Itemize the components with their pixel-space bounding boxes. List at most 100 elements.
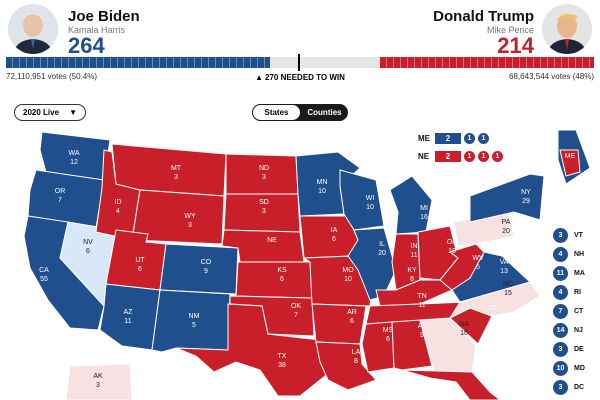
state-az[interactable] — [99, 283, 161, 351]
small-state-dc[interactable]: 3 DC — [553, 380, 585, 395]
toggle-states[interactable]: States — [252, 104, 301, 121]
small-state-ma[interactable]: 11 MA — [553, 266, 585, 281]
state-ar[interactable] — [311, 303, 367, 345]
nebraska-district-2[interactable]: 1 — [478, 151, 489, 162]
view-toggle[interactable]: States Counties — [252, 104, 348, 121]
label-tn: TN 11 — [417, 293, 426, 309]
label-mt: MT 3 — [171, 165, 182, 181]
state-la[interactable] — [315, 341, 377, 391]
label-me: ME — [565, 153, 576, 160]
label-tx: TX 38 — [278, 353, 287, 369]
label-sc: SC 9 — [487, 305, 497, 321]
biden-popular-votes: 72,110,951 votes (50.4%) — [6, 72, 98, 81]
label-nc: NC 15 — [503, 281, 513, 297]
label-ms: MS 6 — [383, 327, 394, 343]
chevron-down-icon: ▼ — [69, 108, 77, 117]
biden-running-mate: Kamala Harris — [68, 25, 126, 35]
arrow-up-icon: ▲ — [255, 73, 264, 82]
state-ks[interactable] — [235, 261, 313, 299]
small-state-nj[interactable]: 14 NJ — [553, 323, 585, 338]
nebraska-split-label: NE — [418, 152, 430, 161]
state-fl[interactable] — [401, 369, 501, 400]
label-ky: KY 8 — [407, 267, 417, 283]
nebraska-district-3[interactable]: 1 — [492, 151, 503, 162]
label-nd: ND 3 — [259, 165, 269, 181]
small-state-ct[interactable]: 7 CT — [553, 304, 585, 319]
label-ne: NE — [267, 237, 277, 244]
label-fl: FL 29 — [490, 369, 498, 385]
nebraska-split: NE 2 1 1 1 — [418, 151, 503, 162]
label-ks: KS 6 — [277, 267, 287, 283]
state-il[interactable] — [347, 227, 397, 301]
maine-split: ME 2 1 1 — [418, 133, 489, 144]
uncalled-bar-segment — [270, 57, 380, 68]
biden-electoral-votes: 264 — [68, 33, 105, 58]
small-state-nh[interactable]: 4 NH — [553, 247, 585, 262]
label-oh: OH 18 — [447, 239, 458, 255]
rep-bar-segment — [380, 57, 594, 68]
label-al: AL 9 — [418, 323, 427, 339]
maine-district-2[interactable]: 1 — [478, 133, 489, 144]
label-la: LA 8 — [352, 349, 361, 365]
label-co: CO 9 — [201, 259, 212, 275]
label-ut: UT 6 — [135, 257, 145, 273]
maine-statewide[interactable]: 2 — [435, 133, 461, 144]
electoral-vote-bar — [6, 57, 594, 68]
biden-name: Joe Biden — [68, 8, 140, 25]
state-ms[interactable] — [361, 321, 395, 373]
label-pa: PA 20 — [502, 219, 511, 235]
needed-to-win-label: ▲ 270 NEEDED TO WIN — [255, 73, 345, 82]
trump-electoral-votes: 214 — [497, 33, 534, 58]
state-ga[interactable] — [419, 317, 477, 373]
label-ok: OK 7 — [291, 303, 301, 319]
label-sd: SD 3 — [259, 199, 269, 215]
state-tx[interactable] — [175, 303, 331, 397]
state-me-red[interactable] — [559, 149, 581, 177]
label-mi: MI 16 — [420, 205, 428, 221]
label-mo: MO 10 — [342, 267, 354, 283]
label-il: IL 20 — [378, 241, 386, 257]
small-state-ri[interactable]: 4 RI — [553, 285, 585, 300]
label-az: AZ 11 — [124, 309, 134, 325]
biden-avatar — [8, 4, 58, 54]
label-nv: NV 6 — [83, 239, 93, 255]
maine-district-1[interactable]: 1 — [464, 133, 475, 144]
label-ca: CA 55 — [39, 267, 49, 283]
label-ar: AR 6 — [347, 309, 357, 325]
label-wy: WY 3 — [184, 213, 196, 229]
label-ga: GA 16 — [459, 321, 469, 337]
label-in: IN 11 — [410, 243, 417, 259]
small-state-de[interactable]: 3 DE — [553, 342, 585, 357]
maine-split-label: ME — [418, 134, 430, 143]
state-nm[interactable] — [151, 289, 231, 353]
win-threshold-marker — [298, 54, 300, 71]
label-wv: WV 5 — [472, 255, 484, 271]
small-states-list: 3 VT 4 NH 11 MA 4 RI 7 CT 14 NJ 3 DE 10 MD 3 DC — [553, 228, 585, 399]
label-ak: AK 3 — [93, 373, 103, 389]
label-or: OR 7 — [55, 188, 66, 204]
state-wv[interactable] — [439, 243, 485, 291]
election-select[interactable]: 2020 Live ▼ — [14, 104, 86, 121]
trump-name: Donald Trump — [433, 8, 534, 25]
label-wa: WA 12 — [68, 150, 79, 166]
label-wi: WI 10 — [366, 195, 375, 211]
state-nc[interactable] — [448, 281, 541, 320]
state-co[interactable] — [159, 243, 239, 295]
trump-avatar — [542, 4, 592, 54]
state-al[interactable] — [391, 319, 433, 371]
toggle-counties[interactable]: Counties — [307, 108, 342, 117]
label-ny: NY 29 — [521, 189, 531, 205]
state-ak[interactable] — [65, 363, 133, 400]
label-nm: NM 5 — [189, 313, 200, 329]
label-id: ID 4 — [115, 199, 122, 215]
nebraska-statewide[interactable]: 2 — [435, 151, 461, 162]
trump-popular-votes: 68,643,544 votes (48%) — [509, 72, 594, 81]
small-state-md[interactable]: 10 MD — [553, 361, 585, 376]
small-state-vt[interactable]: 3 VT — [553, 228, 585, 243]
label-ia: IA 6 — [331, 227, 338, 243]
state-ny[interactable] — [469, 173, 545, 223]
label-va: VA 13 — [500, 259, 509, 275]
nebraska-district-1[interactable]: 1 — [464, 151, 475, 162]
dem-bar-segment — [6, 57, 270, 68]
